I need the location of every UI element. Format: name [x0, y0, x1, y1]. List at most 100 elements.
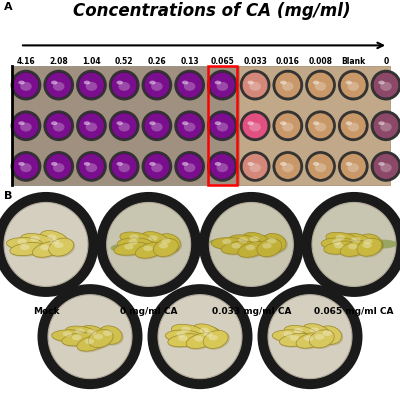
Ellipse shape — [177, 72, 202, 98]
Ellipse shape — [272, 70, 303, 100]
Ellipse shape — [222, 242, 258, 255]
Text: 0.065 mg/ml CA: 0.065 mg/ml CA — [314, 307, 394, 316]
Ellipse shape — [243, 233, 273, 251]
Ellipse shape — [243, 232, 271, 249]
Ellipse shape — [221, 241, 256, 254]
Ellipse shape — [184, 82, 195, 91]
Ellipse shape — [77, 336, 109, 353]
Ellipse shape — [263, 234, 288, 253]
Ellipse shape — [182, 81, 188, 84]
Ellipse shape — [157, 234, 182, 253]
Ellipse shape — [114, 243, 151, 256]
Ellipse shape — [21, 234, 56, 249]
Ellipse shape — [321, 238, 357, 250]
Ellipse shape — [141, 232, 170, 248]
Ellipse shape — [348, 163, 359, 172]
Ellipse shape — [48, 295, 132, 379]
Ellipse shape — [111, 154, 137, 179]
Ellipse shape — [168, 334, 202, 347]
Ellipse shape — [296, 333, 328, 349]
Ellipse shape — [222, 239, 232, 245]
Ellipse shape — [76, 110, 107, 141]
Ellipse shape — [248, 235, 277, 241]
Bar — [12, 66, 239, 185]
Ellipse shape — [86, 163, 97, 172]
Ellipse shape — [280, 81, 286, 84]
Ellipse shape — [249, 123, 261, 132]
Ellipse shape — [262, 233, 286, 252]
Ellipse shape — [324, 242, 360, 255]
Ellipse shape — [262, 243, 272, 249]
Ellipse shape — [336, 235, 345, 240]
Ellipse shape — [211, 238, 247, 250]
Ellipse shape — [215, 81, 221, 84]
Ellipse shape — [136, 243, 155, 248]
Ellipse shape — [359, 234, 384, 254]
Ellipse shape — [338, 151, 369, 182]
Ellipse shape — [87, 329, 96, 335]
Ellipse shape — [84, 121, 90, 125]
Ellipse shape — [343, 242, 364, 247]
Ellipse shape — [207, 70, 238, 100]
Ellipse shape — [326, 232, 359, 246]
Ellipse shape — [200, 327, 209, 333]
Ellipse shape — [240, 70, 270, 100]
Ellipse shape — [199, 327, 224, 346]
Ellipse shape — [41, 231, 70, 249]
Ellipse shape — [10, 243, 46, 257]
Ellipse shape — [143, 245, 153, 251]
Ellipse shape — [248, 81, 254, 84]
Ellipse shape — [332, 239, 342, 245]
Ellipse shape — [52, 330, 88, 342]
Ellipse shape — [380, 163, 392, 172]
Ellipse shape — [305, 151, 336, 182]
Ellipse shape — [186, 333, 218, 350]
Ellipse shape — [363, 238, 372, 244]
Ellipse shape — [46, 72, 72, 98]
Ellipse shape — [380, 123, 392, 132]
Ellipse shape — [107, 203, 191, 286]
Ellipse shape — [6, 238, 42, 250]
Text: Mock: Mock — [33, 307, 59, 316]
Ellipse shape — [318, 326, 342, 344]
Ellipse shape — [7, 238, 44, 251]
Ellipse shape — [166, 331, 203, 343]
Ellipse shape — [212, 238, 249, 251]
Ellipse shape — [172, 324, 205, 338]
Ellipse shape — [362, 243, 372, 248]
Ellipse shape — [210, 72, 235, 98]
Ellipse shape — [186, 333, 216, 348]
Ellipse shape — [338, 110, 369, 141]
Ellipse shape — [207, 110, 238, 141]
Ellipse shape — [217, 163, 228, 172]
Ellipse shape — [210, 154, 235, 179]
Ellipse shape — [49, 238, 74, 256]
Ellipse shape — [168, 335, 204, 348]
Ellipse shape — [62, 333, 96, 346]
Ellipse shape — [302, 192, 400, 297]
Ellipse shape — [84, 81, 90, 84]
Ellipse shape — [4, 203, 88, 286]
Ellipse shape — [272, 330, 308, 342]
Ellipse shape — [308, 72, 333, 98]
Ellipse shape — [47, 234, 56, 240]
Ellipse shape — [258, 239, 284, 258]
Ellipse shape — [86, 123, 97, 132]
Ellipse shape — [176, 331, 186, 337]
Ellipse shape — [284, 326, 320, 341]
Ellipse shape — [118, 163, 130, 172]
Text: B: B — [4, 191, 12, 201]
Ellipse shape — [313, 121, 319, 125]
Ellipse shape — [111, 72, 137, 98]
Ellipse shape — [76, 151, 107, 182]
Ellipse shape — [246, 245, 255, 250]
Ellipse shape — [18, 162, 25, 166]
Ellipse shape — [10, 242, 44, 256]
Ellipse shape — [18, 239, 27, 245]
Ellipse shape — [371, 110, 400, 141]
Ellipse shape — [96, 192, 201, 297]
Ellipse shape — [18, 121, 25, 125]
Ellipse shape — [184, 123, 195, 132]
Ellipse shape — [249, 163, 261, 172]
Ellipse shape — [88, 329, 113, 348]
